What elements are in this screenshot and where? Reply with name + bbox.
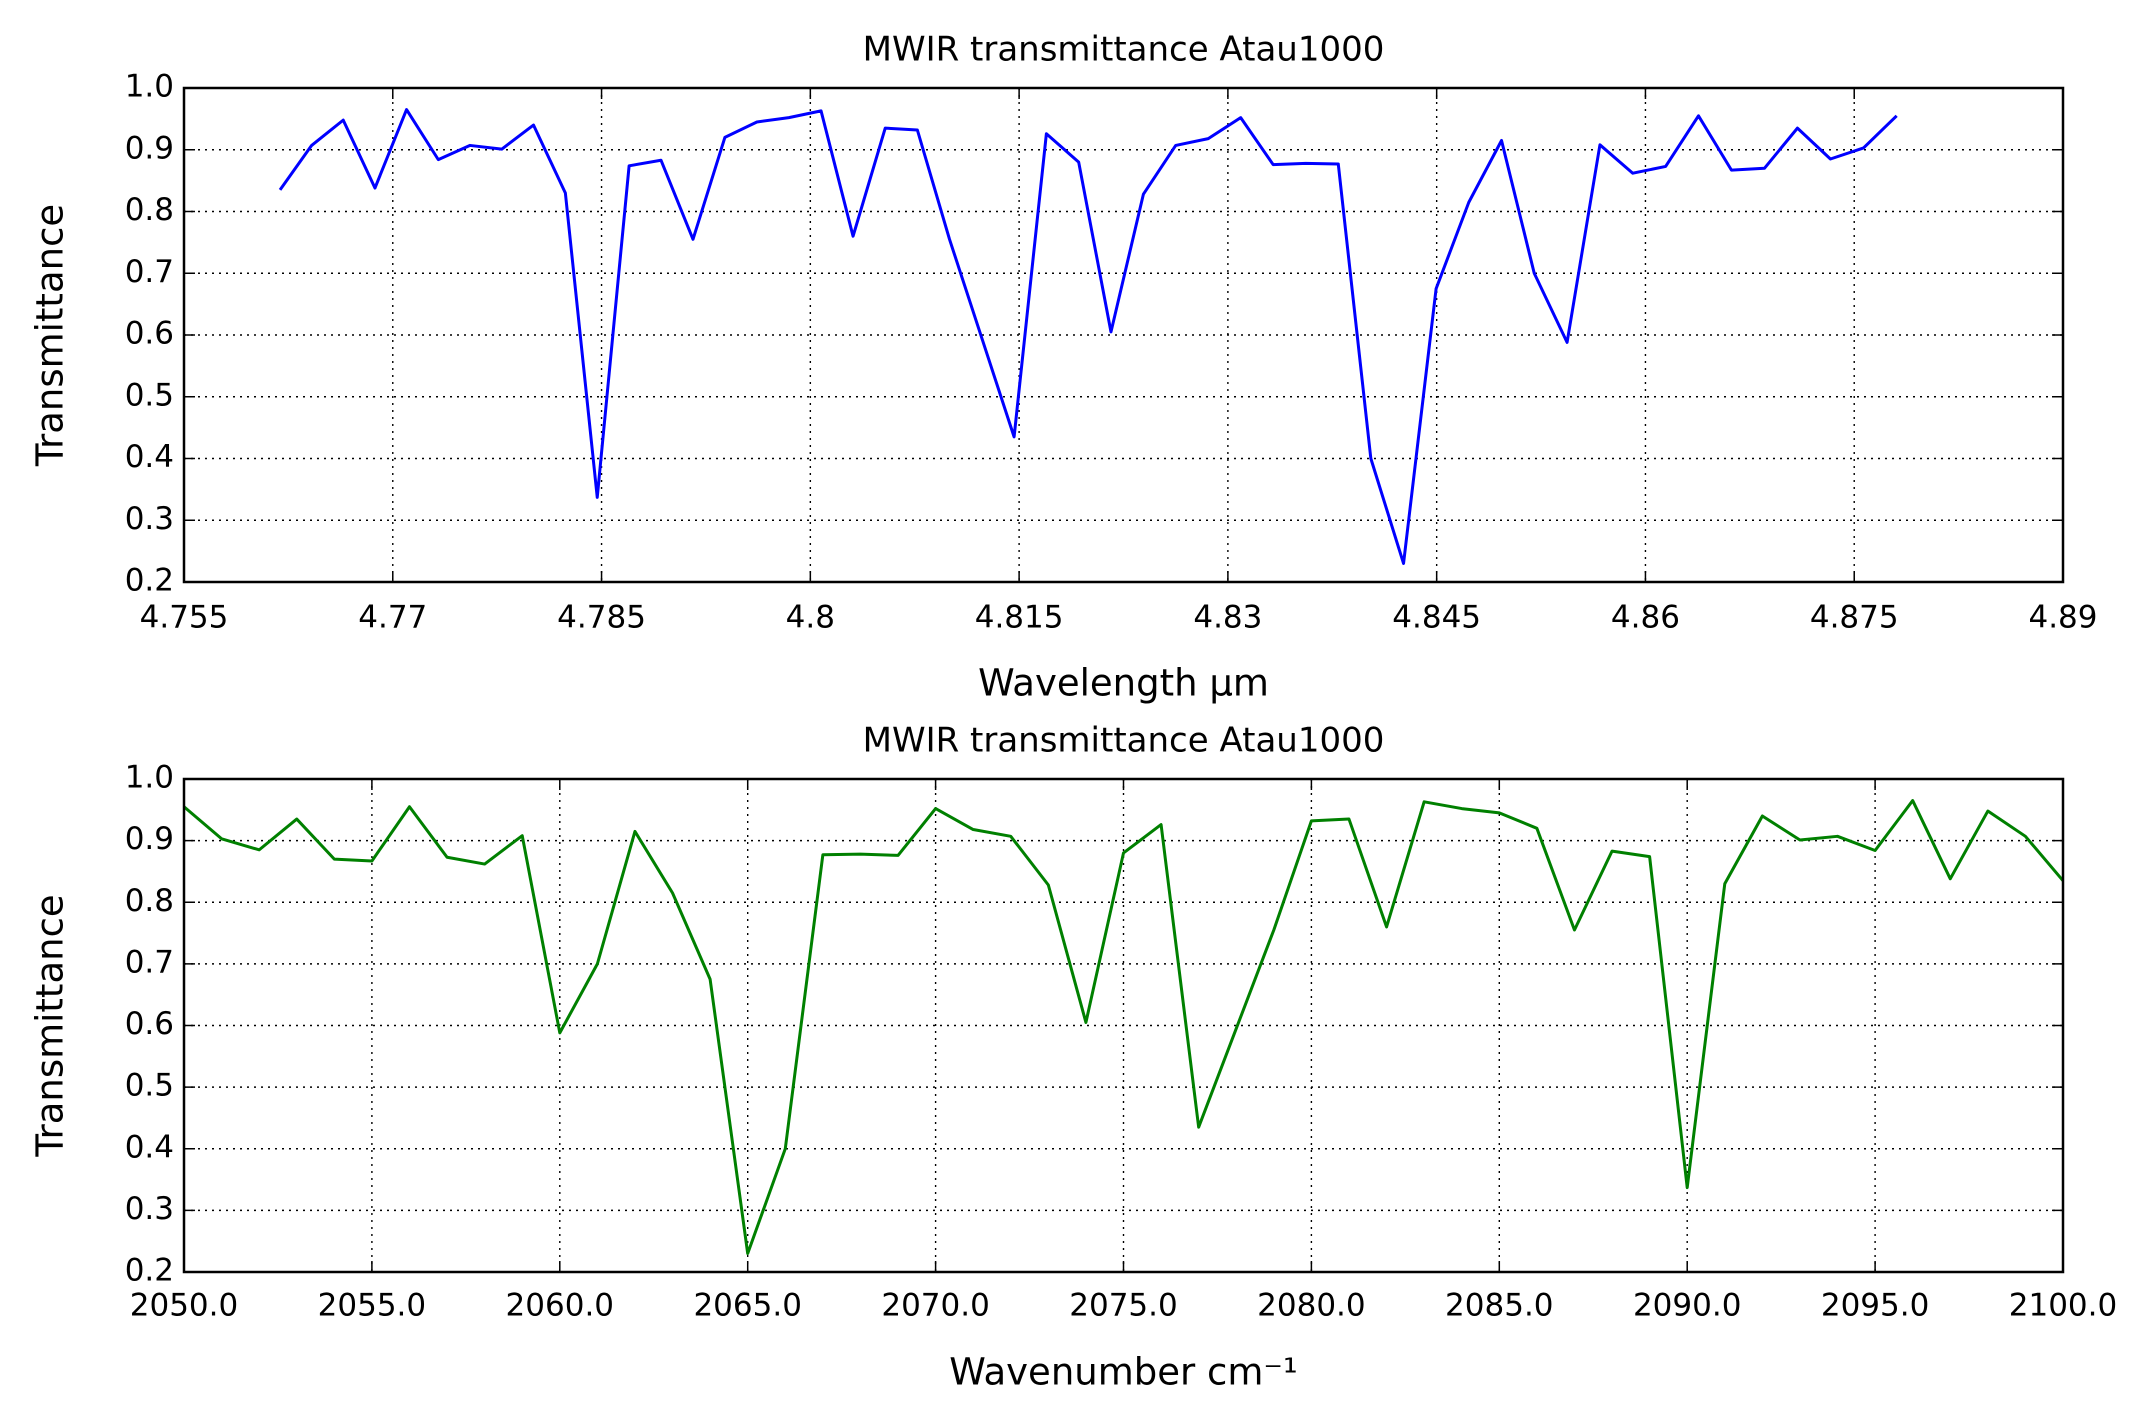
chart-title: MWIR transmittance Atau1000 bbox=[863, 30, 1385, 70]
axes-frame bbox=[182, 777, 2065, 1274]
x-tick-label: 2070.0 bbox=[881, 1288, 989, 1324]
axes-frame bbox=[182, 86, 2065, 584]
y-tick-label: 0.5 bbox=[125, 1068, 174, 1104]
x-tick-label: 2080.0 bbox=[1257, 1288, 1365, 1324]
x-tick-label: 4.83 bbox=[1193, 600, 1262, 636]
x-tick-label: 4.845 bbox=[1392, 600, 1481, 636]
y-tick-label: 0.4 bbox=[125, 439, 174, 475]
y-tick-label: 0.4 bbox=[125, 1129, 174, 1165]
x-tick-label: 2100.0 bbox=[2009, 1288, 2117, 1324]
y-axis-label: Transmittance bbox=[29, 894, 72, 1157]
x-tick-label: 4.86 bbox=[1611, 600, 1680, 636]
x-tick-label: 2055.0 bbox=[318, 1288, 426, 1324]
y-tick-label: 0.2 bbox=[125, 563, 174, 599]
x-tick-label: 4.815 bbox=[975, 600, 1064, 636]
y-tick-label: 0.2 bbox=[125, 1253, 174, 1289]
x-tick-label: 2090.0 bbox=[1633, 1288, 1741, 1324]
data-line bbox=[183, 799, 2065, 1256]
chart-title: MWIR transmittance Atau1000 bbox=[863, 721, 1385, 761]
x-axis-label: Wavelength μm bbox=[978, 662, 1269, 705]
x-axis-label: Wavenumber cm⁻¹ bbox=[949, 1351, 1297, 1394]
data-line bbox=[278, 108, 1898, 565]
y-tick-label: 0.8 bbox=[125, 883, 174, 919]
x-tick-label: 2065.0 bbox=[693, 1288, 801, 1324]
y-tick-label: 0.6 bbox=[125, 316, 174, 352]
y-tick-label: 0.7 bbox=[125, 254, 174, 290]
x-tick-label: 2085.0 bbox=[1445, 1288, 1553, 1324]
y-tick-label: 0.5 bbox=[125, 377, 174, 413]
y-tick-label: 1.0 bbox=[125, 760, 174, 796]
y-tick-label: 0.9 bbox=[125, 821, 174, 857]
y-tick-label: 0.7 bbox=[125, 944, 174, 980]
x-tick-label: 4.89 bbox=[2028, 600, 2097, 636]
y-tick-label: 0.9 bbox=[125, 130, 174, 166]
x-tick-label: 2095.0 bbox=[1821, 1288, 1929, 1324]
x-tick-label: 4.875 bbox=[1810, 600, 1899, 636]
x-tick-label: 4.785 bbox=[557, 600, 646, 636]
x-tick-label: 4.8 bbox=[786, 600, 835, 636]
x-tick-label: 2060.0 bbox=[506, 1288, 614, 1324]
y-axis-label: Transmittance bbox=[29, 204, 72, 467]
x-tick-label: 2050.0 bbox=[130, 1288, 238, 1324]
y-tick-label: 0.6 bbox=[125, 1006, 174, 1042]
x-tick-label: 2075.0 bbox=[1069, 1288, 1177, 1324]
y-tick-label: 0.8 bbox=[125, 192, 174, 228]
y-tick-label: 0.3 bbox=[125, 1191, 174, 1227]
x-tick-label: 4.755 bbox=[140, 600, 229, 636]
y-tick-label: 1.0 bbox=[125, 69, 174, 105]
x-tick-label: 4.77 bbox=[358, 600, 427, 636]
y-tick-label: 0.3 bbox=[125, 501, 174, 537]
